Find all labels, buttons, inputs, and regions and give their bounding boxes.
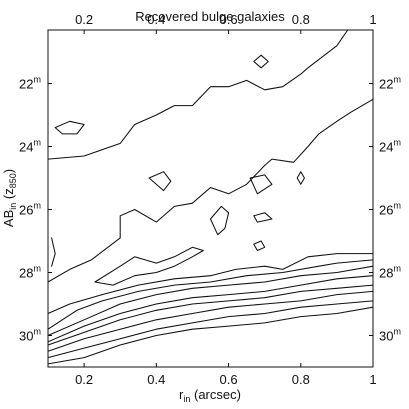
- x-tick-label-top: 0.4: [147, 12, 165, 27]
- y-tick-label-right: 24m: [379, 138, 401, 155]
- y-tick-label-right: 26m: [379, 201, 401, 218]
- contour-line: [253, 212, 273, 223]
- contour-line: [249, 174, 273, 195]
- contour-line: [54, 120, 85, 135]
- y-tick-label-right: 22m: [379, 75, 401, 92]
- contour-lines: [47, 29, 374, 365]
- y-tick-label: 26m: [19, 201, 41, 218]
- x-tick-label-top: 0.6: [220, 12, 238, 27]
- contour-line: [253, 54, 269, 69]
- contour-line: [148, 171, 172, 192]
- x-axis-label: rin (arcsec): [179, 387, 241, 404]
- x-tick-label: 0.8: [292, 372, 310, 387]
- y-tick-labels-left: 22m 24m 26m 28m 30m: [19, 75, 41, 344]
- y-axis-label-close: ): [1, 169, 16, 173]
- contour-line: [47, 275, 374, 343]
- y-tick-label: 30m: [19, 327, 41, 344]
- x-axis-label-subscript: in: [183, 394, 190, 404]
- x-tick-label: 0.2: [75, 372, 93, 387]
- y-tick-label: 24m: [19, 138, 41, 155]
- y-tick-label: 22m: [19, 75, 41, 92]
- contour-line: [47, 265, 374, 337]
- plot-frame: [47, 29, 374, 368]
- y-axis-label-subscript: in: [8, 203, 18, 210]
- x-tick-labels-top: 0.2 0.4 0.6 0.8 1: [75, 12, 377, 27]
- x-tick-label-top: 0.2: [75, 12, 93, 27]
- x-tick-label-top: 0.8: [292, 12, 310, 27]
- contour-line: [47, 290, 374, 352]
- y-axis-label: ABin (z850): [1, 169, 18, 227]
- y-axis-label-band: (z: [1, 188, 16, 202]
- contour-line: [253, 240, 266, 252]
- contour-line: [94, 246, 204, 286]
- x-tick-labels-bottom: 0.2 0.4 0.6 0.8 1: [75, 372, 377, 387]
- axis-ticks: [48, 30, 374, 367]
- contour-line: [209, 205, 230, 236]
- y-tick-labels-right: 22m 24m 26m 28m 30m: [379, 75, 401, 344]
- x-axis-label-main: r: [179, 387, 184, 402]
- y-tick-label-right: 28m: [379, 264, 401, 281]
- x-tick-label-top: 1: [369, 12, 376, 27]
- contour-line: [296, 171, 305, 185]
- x-tick-label: 0.4: [147, 372, 165, 387]
- contour-line: [47, 259, 374, 330]
- contour-line: [47, 29, 349, 160]
- contour-line: [47, 306, 374, 365]
- x-axis-label-unit: (arcsec): [190, 387, 241, 402]
- x-tick-label: 1: [369, 372, 376, 387]
- contour-line: [47, 253, 374, 315]
- y-axis-label-main: AB: [1, 210, 16, 227]
- contour-line: [47, 284, 374, 346]
- contour-line: [47, 300, 374, 359]
- contour-line: [51, 237, 56, 267]
- chart-title: Recovered bulge galaxies: [135, 9, 285, 24]
- y-tick-label: 28m: [19, 264, 41, 281]
- y-tick-label-right: 30m: [379, 327, 401, 344]
- x-tick-label: 0.6: [220, 372, 238, 387]
- contour-line: [47, 98, 374, 283]
- y-axis-label-band-subscript: 850: [8, 173, 18, 188]
